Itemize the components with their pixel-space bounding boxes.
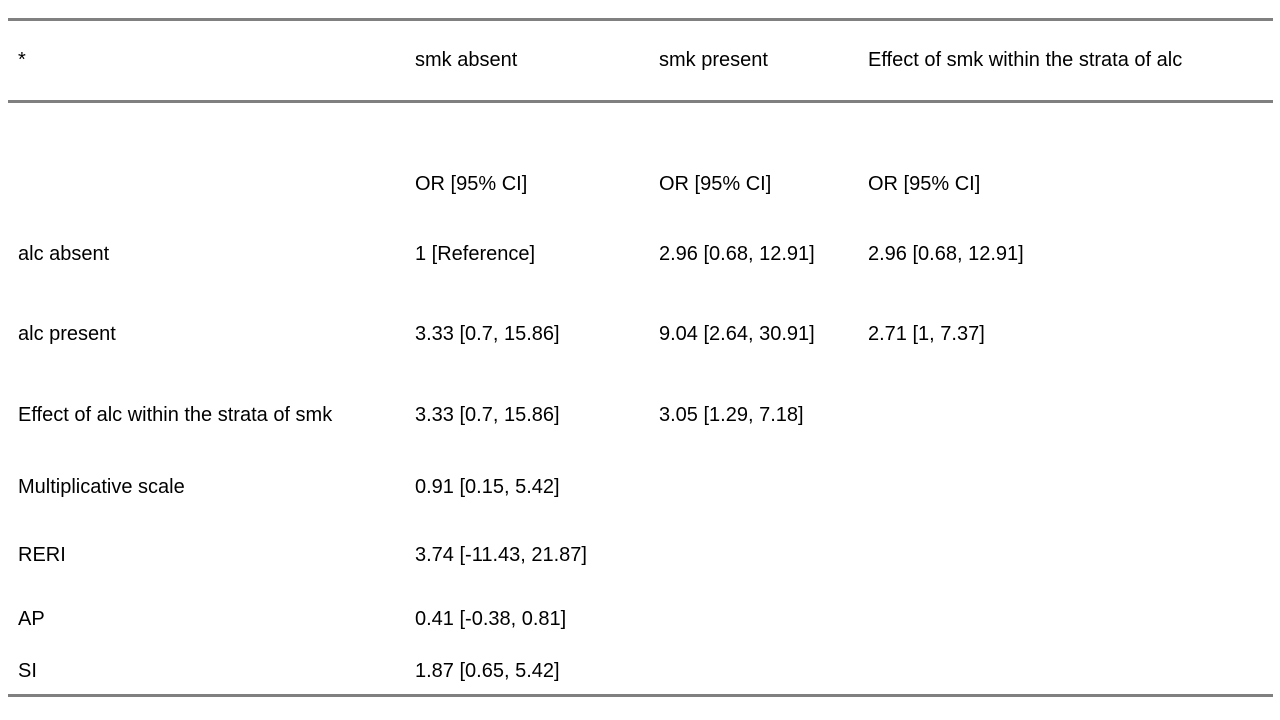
row-label: Multiplicative scale [18, 476, 185, 498]
value-cell: 1 [Reference] [415, 242, 536, 265]
table-row-reri: RERI 3.74 [-11.43, 21.87] [8, 521, 1273, 589]
table-header-row: * smk absent smk present Effect of smk w… [8, 18, 1273, 103]
value-cell: 3.05 [1.29, 7.18] [659, 404, 804, 426]
column-header-effect-of-smk: Effect of smk within the strata of alc [868, 49, 1183, 71]
value-cell: 0.41 [-0.38, 0.81] [415, 607, 567, 630]
table-row-si: SI 1.87 [0.65, 5.42] [8, 649, 1273, 697]
value-cell: 2.71 [1, 7.37] [868, 323, 985, 345]
row-label: alc absent [18, 242, 110, 265]
column-header-smk-present: smk present [659, 49, 768, 71]
row-label: SI [18, 660, 37, 682]
value-cell: OR [95% CI] [868, 173, 981, 195]
table-row-effect-of-alc: Effect of alc within the strata of smk 3… [8, 377, 1273, 454]
value-cell: 1.87 [0.65, 5.42] [415, 660, 560, 682]
table-row-ap: AP 0.41 [-0.38, 0.81] [8, 589, 1273, 649]
row-label: alc present [18, 323, 116, 345]
table-row-alc-absent: alc absent 1 [Reference] 2.96 [0.68, 12.… [8, 216, 1273, 292]
column-header-smk-absent: smk absent [415, 49, 518, 71]
row-label: Effect of alc within the strata of smk [18, 404, 333, 426]
value-cell: OR [95% CI] [659, 173, 772, 195]
value-cell: OR [95% CI] [415, 173, 528, 195]
row-label: RERI [18, 543, 66, 566]
value-cell: 9.04 [2.64, 30.91] [659, 323, 815, 345]
table-row-alc-present: alc present 3.33 [0.7, 15.86] 9.04 [2.64… [8, 292, 1273, 377]
row-label: AP [18, 607, 45, 630]
value-cell: 3.33 [0.7, 15.86] [415, 323, 560, 345]
value-cell: 2.96 [0.68, 12.91] [659, 242, 815, 265]
value-cell: 2.96 [0.68, 12.91] [868, 242, 1024, 265]
interaction-results-table: * smk absent smk present Effect of smk w… [8, 18, 1273, 697]
value-cell: 3.74 [-11.43, 21.87] [415, 543, 587, 566]
column-header-asterisk: * [18, 49, 26, 71]
table-row-multiplicative-scale: Multiplicative scale 0.91 [0.15, 5.42] [8, 454, 1273, 521]
table-row-or-subheader: OR [95% CI] OR [95% CI] OR [95% CI] [8, 103, 1273, 216]
value-cell: 3.33 [0.7, 15.86] [415, 404, 560, 426]
value-cell: 0.91 [0.15, 5.42] [415, 476, 560, 498]
